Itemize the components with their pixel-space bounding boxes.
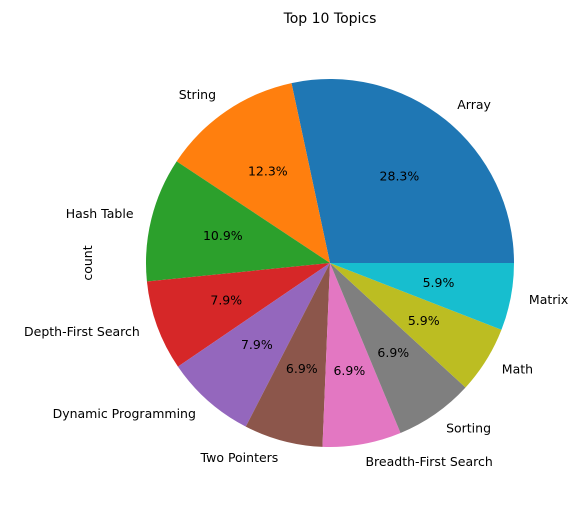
slice-percent-string: 12.3% — [248, 163, 288, 178]
pie-labels: Array 28.3% String 12.3% Hash Table 10.9% Dept… — [24, 87, 568, 469]
pie-slice-string — [176, 83, 330, 263]
slice-percent-hash-table: 10.9% — [203, 228, 243, 243]
pie-slice-math — [330, 263, 502, 388]
pie-slice-dynamic-programming — [177, 263, 330, 427]
chart-title: Top 10 Topics — [283, 11, 377, 27]
slice-percent-math: 5.9% — [408, 313, 440, 328]
pie-slice-two-pointers — [245, 263, 330, 447]
slice-percent-array: 28.3% — [380, 169, 420, 184]
slice-percent-breadth-first-search: 6.9% — [333, 363, 365, 378]
slice-label-breadth-first-search: Breadth-First Search — [365, 454, 492, 469]
pie-slice-hash-table — [146, 161, 330, 282]
slice-percent-depth-first-search: 7.9% — [210, 292, 242, 307]
slice-label-math: Math — [502, 362, 533, 377]
slice-percent-two-pointers: 6.9% — [286, 361, 318, 376]
pie-slice-sorting — [330, 263, 466, 433]
slice-label-two-pointers: Two Pointers — [200, 450, 279, 465]
pie-slice-matrix — [330, 263, 514, 330]
slice-label-matrix: Matrix — [529, 292, 568, 307]
slice-label-hash-table: Hash Table — [66, 206, 134, 221]
slice-percent-sorting: 6.9% — [377, 345, 409, 360]
pie-slices — [146, 79, 514, 447]
y-axis-label: count — [80, 245, 95, 280]
slice-label-depth-first-search: Depth-First Search — [24, 324, 140, 339]
slice-percent-matrix: 5.9% — [423, 275, 455, 290]
slice-percent-dynamic-programming: 7.9% — [241, 337, 273, 352]
pie-slice-array — [291, 79, 514, 263]
slice-label-sorting: Sorting — [446, 420, 491, 435]
slice-label-string: String — [179, 87, 216, 102]
pie-slice-breadth-first-search — [322, 263, 401, 447]
slice-label-dynamic-programming: Dynamic Programming — [53, 406, 196, 421]
slice-label-array: Array — [457, 97, 491, 112]
pie-slice-depth-first-search — [146, 263, 330, 367]
